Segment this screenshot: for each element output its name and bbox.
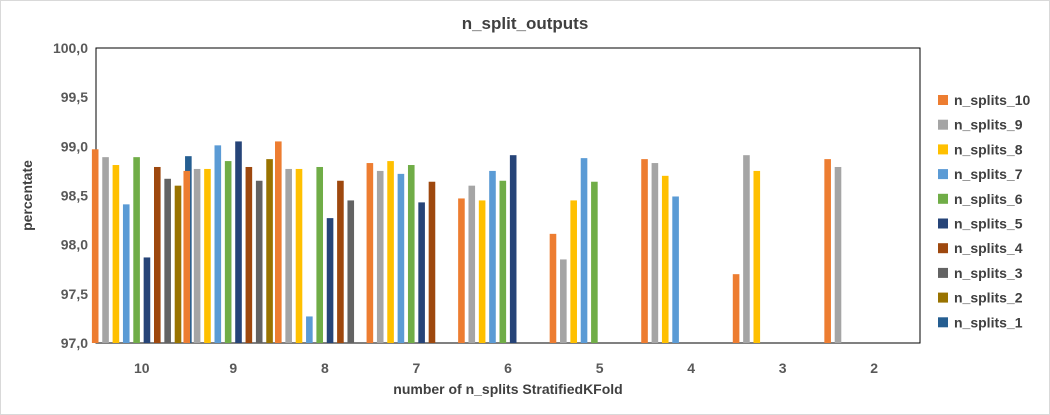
bar-n_splits_9-cat-3	[743, 155, 750, 343]
y-tick-label: 98,0	[61, 237, 88, 253]
bar-n_splits_10-cat-4	[641, 159, 648, 343]
bar-n_splits_9-cat-2	[834, 166, 842, 343]
bar-n_splits_9-cat-4	[651, 163, 659, 343]
bar-n_splits_7-cat-7	[397, 173, 405, 343]
bar-n_splits_7-cat-4	[672, 196, 679, 343]
legend-label-n_splits_8: n_splits_8	[954, 141, 1023, 157]
bar-n_splits_8-cat-3	[753, 170, 761, 343]
bar-n_splits_3-cat-10	[164, 178, 171, 343]
x-tick-label: 4	[687, 360, 695, 376]
bar-n_splits_7-cat-10	[122, 204, 130, 343]
bar-n_splits_4-cat-9	[245, 166, 253, 343]
bar-n_splits_10-cat-3	[732, 274, 740, 343]
legend-swatch-n_splits_2	[938, 292, 948, 303]
bar-n_splits_2-cat-9	[266, 159, 273, 343]
bar-n_splits_9-cat-9	[193, 168, 201, 343]
legend-swatch-n_splits_4	[938, 243, 948, 254]
bar-n_splits_5-cat-10	[143, 257, 151, 343]
bar-n_splits_7-cat-8	[306, 316, 313, 343]
bar-n_splits_10-cat-2	[824, 159, 831, 343]
legend-label-n_splits_6: n_splits_6	[954, 191, 1023, 207]
bar-n_splits_3-cat-8	[347, 200, 355, 343]
bar-n_splits_5-cat-9	[235, 141, 242, 343]
y-tick-label: 97,5	[61, 286, 88, 302]
legend-label-n_splits_3: n_splits_3	[954, 265, 1023, 281]
bar-n_splits_5-cat-7	[418, 202, 425, 343]
y-tick-label: 100,0	[53, 40, 88, 56]
legend-label-n_splits_10: n_splits_10	[954, 92, 1030, 108]
bar-n_splits_7-cat-9	[214, 145, 222, 343]
y-tick-label: 98,5	[61, 188, 88, 204]
x-tick-label: 7	[413, 360, 421, 376]
bar-n_splits_9-cat-8	[285, 168, 292, 343]
bar-n_splits_10-cat-5	[549, 233, 557, 343]
bar-n_splits_4-cat-7	[428, 181, 436, 343]
bar-n_splits_9-cat-6	[468, 185, 476, 343]
x-axis-label: number of n_splits StratifiedKFold	[393, 381, 622, 397]
bar-n_splits_9-cat-5	[560, 259, 567, 343]
y-axis-label: percentate	[19, 160, 35, 231]
legend-label-n_splits_4: n_splits_4	[954, 240, 1023, 256]
x-tick-label: 9	[229, 360, 237, 376]
legend-label-n_splits_2: n_splits_2	[954, 290, 1023, 306]
bar-n_splits_6-cat-6	[499, 180, 507, 343]
x-tick-label: 3	[779, 360, 787, 376]
bar-n_splits_6-cat-9	[224, 161, 232, 343]
x-tick-label: 2	[870, 360, 878, 376]
legend-swatch-n_splits_3	[938, 267, 948, 278]
legend-swatch-n_splits_9	[938, 119, 948, 130]
chart-title: n_split_outputs	[461, 14, 589, 33]
bar-n_splits_8-cat-4	[661, 175, 669, 343]
bar-n_splits_8-cat-8	[295, 168, 303, 343]
bar-n_splits_3-cat-9	[255, 180, 263, 343]
bar-n_splits_2-cat-10	[174, 185, 182, 343]
bar-n_splits_5-cat-6	[509, 155, 517, 343]
x-tick-label: 10	[134, 360, 150, 376]
legend-swatch-n_splits_7	[938, 169, 948, 180]
bar-n_splits_6-cat-8	[316, 166, 324, 343]
bar-n_splits_10-cat-9	[183, 170, 191, 343]
bar-n_splits_8-cat-7	[387, 161, 394, 343]
bar-n_splits_7-cat-6	[489, 170, 496, 343]
bar-n_splits_5-cat-8	[326, 218, 334, 343]
bar-n_splits_4-cat-8	[337, 180, 344, 343]
bar-n_splits_8-cat-5	[570, 200, 577, 343]
bar-n_splits_6-cat-5	[591, 181, 598, 343]
bar-n_splits_8-cat-6	[478, 200, 486, 343]
legend-swatch-n_splits_8	[938, 144, 948, 155]
bar-n_splits_10-cat-10	[91, 149, 99, 343]
legend-swatch-n_splits_1	[938, 317, 948, 328]
legend-swatch-n_splits_6	[938, 193, 948, 204]
legend-swatch-n_splits_5	[938, 218, 948, 229]
y-tick-label: 97,0	[61, 335, 88, 351]
x-tick-label: 6	[504, 360, 512, 376]
bar-n_splits_10-cat-7	[366, 163, 374, 343]
bar-n_splits_9-cat-7	[376, 170, 384, 343]
legend-swatch-n_splits_10	[938, 95, 948, 105]
bar-n_splits_10-cat-6	[458, 198, 465, 343]
x-tick-label: 5	[596, 360, 604, 376]
bar-n_splits_10-cat-8	[275, 141, 282, 343]
legend-label-n_splits_5: n_splits_5	[954, 216, 1023, 232]
bar-n_splits_9-cat-10	[102, 157, 109, 343]
bar-n_splits_8-cat-9	[204, 168, 211, 343]
bar-n_splits_4-cat-10	[154, 166, 161, 343]
y-tick-label: 99,5	[61, 89, 88, 105]
legend-label-n_splits_7: n_splits_7	[954, 166, 1023, 182]
legend-label-n_splits_1: n_splits_1	[954, 314, 1023, 330]
bar-n_splits_7-cat-5	[580, 158, 588, 343]
legend-label-n_splits_9: n_splits_9	[954, 117, 1023, 133]
x-tick-label: 8	[321, 360, 329, 376]
y-tick-label: 99,0	[61, 138, 88, 154]
bar-n_splits_8-cat-10	[112, 165, 120, 343]
bar-n_splits_6-cat-10	[133, 157, 140, 343]
bar-n_splits_6-cat-7	[407, 165, 415, 343]
